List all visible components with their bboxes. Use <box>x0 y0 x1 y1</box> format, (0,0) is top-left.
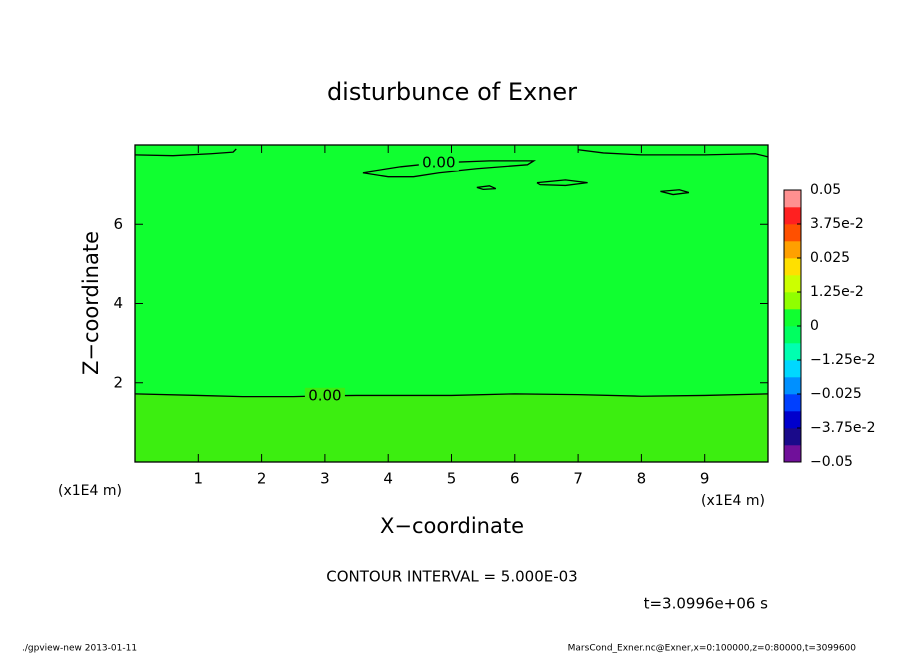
colorbar-band <box>784 377 801 395</box>
contour-line <box>578 149 769 158</box>
colorbar-tick-label: 1.25e-2 <box>810 284 864 300</box>
colorbar-band <box>784 207 801 225</box>
colorbar-tick-label: 0.05 <box>810 182 841 198</box>
x-tick-label: 2 <box>257 470 267 488</box>
footer-left: ./gpview-new 2013-01-11 <box>22 644 137 654</box>
contour-label: 0.00 <box>422 153 455 171</box>
x-unit: (x1E4 m) <box>701 493 765 509</box>
colorbar-band <box>784 224 801 242</box>
colorbar-band <box>784 343 801 361</box>
fill-region <box>135 393 768 462</box>
contour-line <box>134 148 237 157</box>
y-tick-label: 6 <box>113 215 123 233</box>
colorbar-band <box>784 241 801 259</box>
x-tick-label: 8 <box>637 470 647 488</box>
footer-right: MarsCond_Exner.nc@Exner,x=0:100000,z=0:8… <box>568 644 857 654</box>
x-tick-label: 6 <box>510 470 520 488</box>
colorbar-band <box>784 445 801 463</box>
colorbar-band <box>784 190 801 208</box>
x-tick-label: 4 <box>383 470 393 488</box>
colorbar-band <box>784 411 801 429</box>
colorbar-band <box>784 258 801 276</box>
x-tick-label: 3 <box>320 470 330 488</box>
x-axis-label: X−coordinate <box>380 514 524 538</box>
time-label: t=3.0996e+06 s <box>644 595 769 613</box>
colorbar-tick-label: 0 <box>810 318 819 334</box>
colorbar-band <box>784 326 801 344</box>
contour-label: 0.00 <box>308 386 341 404</box>
colorbar-band <box>784 292 801 310</box>
contour-line <box>536 179 588 187</box>
colorbar-tick-label: −1.25e-2 <box>810 352 875 368</box>
colorbar-band <box>784 394 801 412</box>
contour-label-bg <box>418 154 459 171</box>
y-tick-label: 4 <box>113 294 123 312</box>
contour-line <box>476 185 497 191</box>
y-tick-label: 2 <box>113 373 123 391</box>
colorbar-band <box>784 428 801 446</box>
colorbar-band <box>784 360 801 378</box>
colorbar-tick-label: −3.75e-2 <box>810 420 875 436</box>
y-unit: (x1E4 m) <box>58 483 122 499</box>
x-tick-label: 9 <box>700 470 710 488</box>
x-tick-label: 1 <box>194 470 204 488</box>
colorbar-tick-label: −0.05 <box>810 454 853 470</box>
contour-label-bg <box>304 387 345 404</box>
colorbar-tick-label: −0.025 <box>810 386 862 402</box>
contour-line <box>134 393 769 398</box>
contour-interval: CONTOUR INTERVAL = 5.000E-03 <box>326 568 577 586</box>
colorbar-tick-label: 0.025 <box>810 250 850 266</box>
chart-title: disturbunce of Exner <box>327 78 577 106</box>
colorbar-tick-label: 3.75e-2 <box>810 216 864 232</box>
colorbar-band <box>784 309 801 327</box>
x-tick-label: 7 <box>573 470 583 488</box>
y-axis-label: Z−coordinate <box>79 231 103 375</box>
colorbar-band <box>784 275 801 293</box>
x-tick-label: 5 <box>447 470 457 488</box>
contour-line <box>660 189 690 196</box>
